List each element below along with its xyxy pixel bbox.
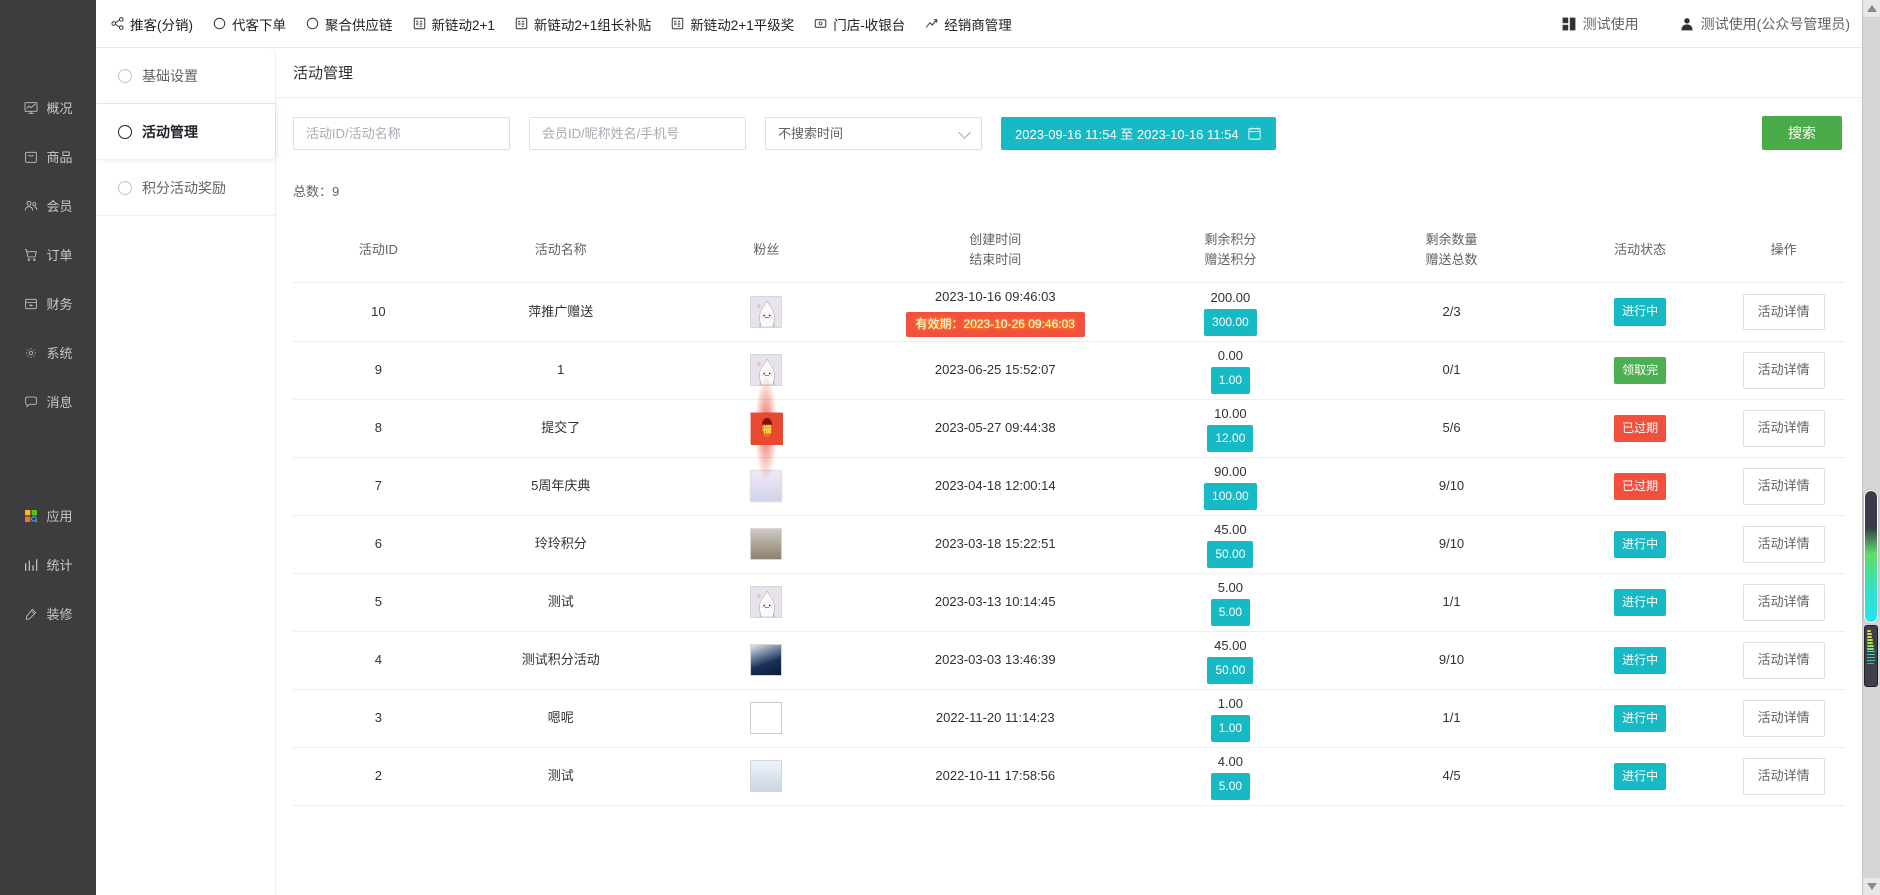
svg-text:福: 福 bbox=[762, 424, 772, 435]
